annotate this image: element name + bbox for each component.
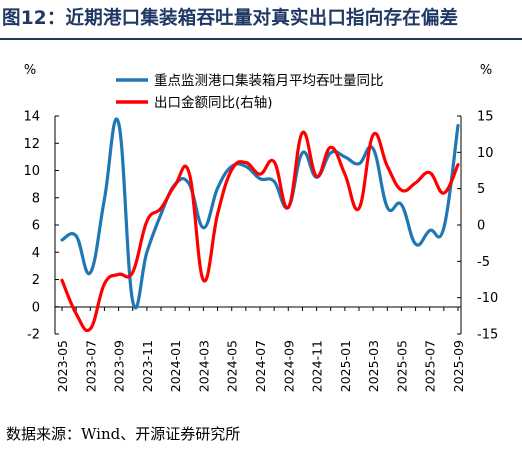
chart-title: 图12：近期港口集装箱吞吐量对真实出口指向存在偏差 — [2, 8, 459, 29]
left-y-axis-unit: % — [24, 63, 36, 78]
x-axis-ticks: 2023-05 2023-07 2023-09 2023-11 2024-01 2024-… — [55, 307, 466, 392]
left-y-tick-label: 14 — [23, 110, 40, 125]
x-tick-label: 2024-03 — [196, 340, 211, 392]
left-y-tick-label: 6 — [32, 219, 40, 234]
left-y-tick-label: 8 — [32, 191, 40, 206]
series-line-export-value-yoy — [60, 131, 460, 333]
left-y-tick-label: 12 — [23, 137, 40, 152]
right-y-tick-label: -10 — [477, 291, 498, 306]
left-y-tick-label: -2 — [27, 328, 40, 343]
x-tick-label: 2025-05 — [394, 340, 409, 392]
x-tick-label: 2023-09 — [112, 340, 127, 392]
x-tick-label: 2023-07 — [83, 340, 98, 392]
x-tick-label: 2024-01 — [168, 340, 183, 392]
x-tick-label: 2025-07 — [423, 340, 438, 392]
x-tick-label: 2025-09 — [451, 340, 466, 392]
left-y-tick-label: 2 — [32, 273, 40, 288]
legend-label-export-value: 出口金额同比(右轴) — [154, 95, 273, 111]
left-y-tick-label: 4 — [32, 246, 40, 261]
right-y-tick-label: 5 — [477, 182, 485, 197]
right-y-tick-label: 15 — [477, 110, 494, 125]
x-tick-label: 2023-05 — [55, 340, 70, 392]
x-tick-label: 2024-07 — [253, 340, 268, 392]
left-y-tick-label: 0 — [32, 300, 40, 315]
left-y-axis-ticks: -2 0 2 4 6 8 10 12 14 — [23, 110, 59, 343]
x-tick-label: 2025-01 — [338, 340, 353, 392]
chart-series — [60, 117, 460, 333]
right-y-tick-label: 10 — [477, 146, 494, 161]
series-line-port-throughput-yoy — [60, 117, 460, 310]
right-y-axis-unit: % — [480, 63, 492, 78]
chart-legend: 重点监测港口集装箱月平均吞吐量同比 出口金额同比(右轴) — [116, 73, 384, 111]
right-y-tick-label: 0 — [477, 219, 485, 234]
source-note: 数据来源：Wind、开源证券研究所 — [6, 425, 241, 443]
chart-axes — [54, 116, 462, 334]
left-y-tick-label: 10 — [23, 164, 40, 179]
legend-label-port-throughput: 重点监测港口集装箱月平均吞吐量同比 — [154, 73, 384, 89]
right-y-axis-ticks: -15 -10 -5 0 5 10 15 — [457, 110, 498, 343]
title-underline — [0, 38, 522, 40]
x-tick-label: 2024-11 — [310, 340, 325, 392]
x-tick-label: 2023-11 — [140, 340, 155, 392]
right-y-tick-label: -5 — [477, 255, 490, 270]
x-tick-label: 2024-05 — [225, 340, 240, 392]
x-tick-label: 2024-09 — [281, 340, 296, 392]
x-tick-label: 2025-03 — [366, 340, 381, 392]
right-y-tick-label: -15 — [477, 328, 498, 343]
